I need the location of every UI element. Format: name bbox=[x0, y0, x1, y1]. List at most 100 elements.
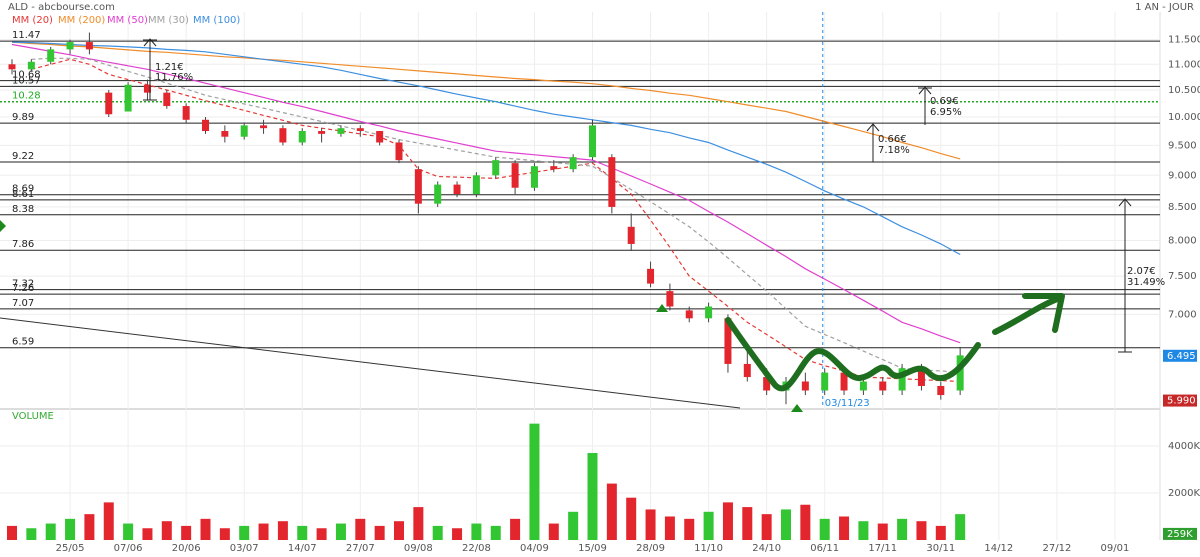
x-tick-label: 22/08 bbox=[462, 543, 491, 554]
x-tick-label: 27/12 bbox=[1042, 543, 1071, 554]
candle-body bbox=[647, 268, 655, 284]
volume-bar bbox=[877, 523, 888, 540]
y-tick-label: 8.000 bbox=[1168, 235, 1197, 246]
volume-bar bbox=[432, 525, 443, 540]
measure-amount: 0.69€ bbox=[930, 96, 959, 107]
chart-title: ALD - abcbourse.com bbox=[8, 2, 115, 13]
candle-body bbox=[260, 125, 268, 129]
candle-body bbox=[453, 184, 461, 195]
candle-body bbox=[589, 125, 596, 158]
y-tick-label: 10.000 bbox=[1168, 112, 1200, 123]
candle-body bbox=[743, 363, 751, 378]
measure-amount: 0.66€ bbox=[878, 134, 907, 145]
volume-bar bbox=[858, 521, 869, 540]
x-tick-label: 15/09 bbox=[578, 543, 607, 554]
level-label: 10.68 bbox=[12, 70, 41, 81]
x-tick-label: 03/07 bbox=[230, 543, 259, 554]
y-tick-label: 4000K bbox=[1168, 441, 1200, 452]
candle-body bbox=[434, 184, 442, 204]
level-label: 7.86 bbox=[12, 239, 34, 250]
volume-bar bbox=[897, 518, 908, 540]
volume-bar bbox=[935, 525, 946, 540]
measure-pct: 11.76% bbox=[155, 72, 193, 83]
level-label: 7.32 bbox=[12, 279, 34, 290]
candle-body bbox=[530, 166, 538, 188]
y-tick-label: 8.500 bbox=[1168, 202, 1197, 213]
volume-bar bbox=[761, 514, 772, 540]
measure-pct: 7.18% bbox=[878, 145, 910, 156]
y-tick-label: 7.000 bbox=[1168, 309, 1197, 320]
candle-body bbox=[143, 84, 151, 93]
level-label: 9.22 bbox=[12, 151, 34, 162]
x-tick-label: 07/06 bbox=[114, 543, 143, 554]
volume-bar bbox=[355, 518, 366, 540]
candle-body bbox=[124, 84, 132, 112]
moving-average bbox=[11, 41, 961, 160]
candle-body bbox=[763, 377, 771, 391]
volume-bar bbox=[626, 497, 637, 540]
price-badge bbox=[1163, 394, 1197, 407]
volume-bar bbox=[568, 511, 579, 540]
volume-bar bbox=[181, 525, 192, 540]
candle-body bbox=[376, 131, 384, 143]
candle-body bbox=[937, 385, 945, 396]
candle-body bbox=[337, 128, 345, 134]
legend-label: MM (20) bbox=[12, 15, 53, 26]
volume-bar bbox=[65, 518, 76, 540]
level-label: 7.07 bbox=[12, 298, 34, 309]
volume-bar bbox=[452, 528, 463, 540]
candle-body bbox=[898, 368, 906, 391]
y-tick-label: 11.500 bbox=[1168, 35, 1200, 46]
volume-bar bbox=[839, 516, 850, 540]
legend-label: MM (200) bbox=[58, 15, 105, 26]
volume-bar bbox=[510, 518, 521, 540]
candle-body bbox=[66, 42, 74, 50]
candle-body bbox=[859, 381, 867, 391]
y-tick-label: 11.000 bbox=[1168, 59, 1200, 70]
candle-body bbox=[414, 169, 422, 204]
trendline bbox=[0, 317, 741, 409]
volume-label: VOLUME bbox=[12, 411, 54, 422]
period: 1 AN - JOUR bbox=[1135, 2, 1194, 13]
volume-bar bbox=[161, 521, 172, 540]
candle-body bbox=[240, 125, 248, 137]
level-label: 8.61 bbox=[12, 189, 34, 200]
x-tick-label: 28/09 bbox=[636, 543, 665, 554]
volume-bar bbox=[955, 514, 966, 540]
measure-pct: 31.49% bbox=[1127, 277, 1165, 288]
measure-arrowhead bbox=[143, 38, 1132, 207]
y-tick-label: 9.500 bbox=[1168, 140, 1197, 151]
volume-bar bbox=[781, 509, 791, 540]
measure bbox=[143, 38, 1132, 353]
level-label: 7.26 bbox=[12, 283, 34, 294]
volume-bar bbox=[142, 528, 153, 540]
measure-amount: 2.07€ bbox=[1127, 266, 1156, 277]
candle-body bbox=[318, 131, 326, 134]
candle-body bbox=[356, 128, 364, 132]
volume-bar bbox=[297, 525, 308, 540]
x-tick-label: 17/11 bbox=[868, 543, 897, 554]
legend-label: MM (50) bbox=[107, 15, 148, 26]
candle-body bbox=[956, 355, 964, 391]
price-badge-label: 5.990 bbox=[1167, 396, 1196, 407]
volume-bar bbox=[529, 423, 540, 540]
x-tick-label: 11/10 bbox=[694, 543, 723, 554]
candle-body bbox=[221, 131, 229, 137]
candle-body bbox=[395, 142, 403, 161]
volume-bar bbox=[548, 523, 559, 540]
candle-body bbox=[840, 372, 848, 391]
volume-bar bbox=[722, 502, 733, 540]
volume-bar bbox=[103, 502, 114, 540]
candle-body bbox=[511, 163, 519, 188]
volume-bar bbox=[239, 525, 250, 540]
candle-body bbox=[627, 226, 635, 244]
volume-bar bbox=[645, 509, 656, 540]
volume-bar bbox=[742, 507, 753, 540]
volume-bar bbox=[819, 518, 830, 540]
legend-label: MM (30) bbox=[148, 15, 189, 26]
volume-bar bbox=[335, 523, 346, 540]
candle-body bbox=[279, 128, 287, 143]
volume-bar bbox=[200, 518, 211, 540]
volume-bar bbox=[26, 528, 37, 540]
